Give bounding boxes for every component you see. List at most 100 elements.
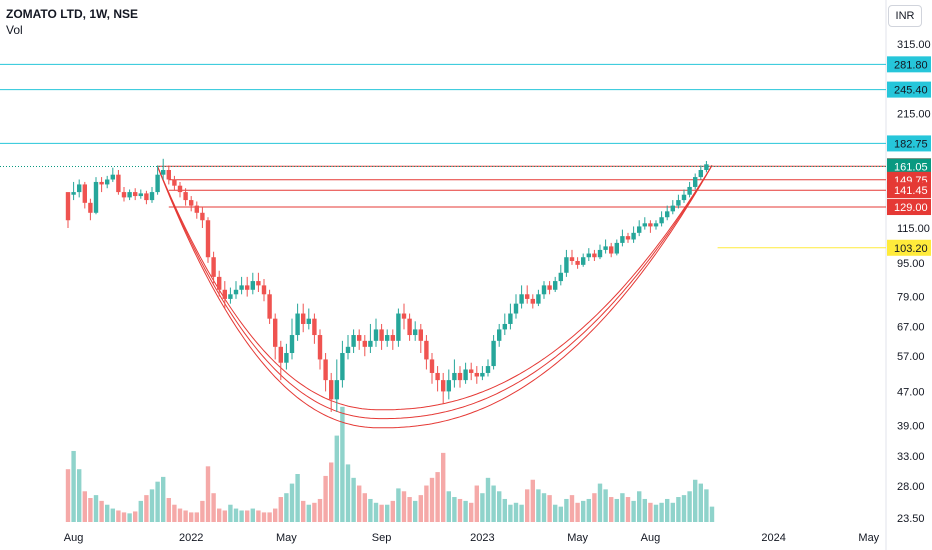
volume-bar [474, 485, 479, 522]
volume-bar [155, 481, 160, 522]
y-tick-label: 57.00 [897, 351, 925, 363]
candle-body [306, 318, 311, 324]
volume-bar [183, 510, 188, 522]
volume-bar [536, 489, 541, 522]
candle-body [278, 346, 283, 363]
candle-body [116, 174, 121, 193]
volume-bar [373, 502, 379, 522]
level-label-bg [887, 81, 931, 98]
candle-body [564, 257, 569, 273]
level-label-bg [887, 56, 931, 73]
candle-body [110, 174, 115, 180]
candle-body [273, 318, 278, 347]
candle-body [317, 335, 323, 360]
y-tick-label: 215.00 [897, 109, 931, 121]
y-tick-label: 23.50 [897, 513, 925, 525]
volume-bar [637, 491, 642, 522]
volume-bar [99, 500, 104, 522]
volume-bar [138, 500, 143, 522]
volume-bar [463, 500, 468, 522]
currency-button[interactable]: INR [888, 5, 922, 27]
candle-body [121, 192, 127, 198]
volume-bar [502, 498, 507, 522]
candle-body [284, 353, 289, 363]
volume-bar [194, 512, 199, 522]
candle-body [250, 281, 255, 290]
candle-body [642, 223, 647, 227]
candle-body [228, 294, 233, 299]
y-tick-label: 28.00 [897, 481, 925, 493]
candle-body [659, 217, 664, 224]
volume-bar [648, 502, 653, 522]
candle-body [99, 181, 104, 185]
volume-bar [329, 462, 334, 522]
volume-bar [441, 452, 446, 522]
candle-body [681, 194, 687, 201]
volume-label[interactable]: Vol [6, 23, 23, 37]
candle-body [172, 179, 177, 186]
volume-bar [508, 504, 513, 522]
candle-body [418, 329, 423, 341]
candle-body [665, 211, 670, 218]
candle-body [211, 257, 216, 277]
volume-bar [396, 488, 401, 522]
candle-body [553, 281, 558, 290]
level-label: 129.00 [894, 202, 928, 214]
y-tick-label: 315.00 [897, 39, 931, 51]
candle-body [233, 289, 239, 295]
candle-body [592, 253, 597, 258]
candle-body [205, 220, 211, 258]
volume-bar [530, 479, 535, 522]
candle-body [469, 369, 474, 373]
candle-body [301, 313, 306, 324]
volume-bar [581, 500, 586, 522]
volume-bar [379, 504, 384, 522]
symbol-title[interactable]: ZOMATO LTD, 1W, NSE [6, 7, 138, 21]
volume-bar [491, 485, 496, 522]
candle-body [267, 294, 272, 319]
volume-bar [261, 512, 267, 522]
x-tick-label: May [858, 532, 879, 544]
candle-body [77, 184, 82, 193]
candle-body [295, 313, 300, 336]
candle-body [463, 369, 468, 381]
volume-bar [609, 497, 614, 522]
volume-bar [105, 504, 110, 522]
x-tick-label: Sep [372, 532, 392, 544]
candle-body [373, 329, 379, 341]
volume-bar [620, 493, 625, 522]
volume-bar [133, 511, 138, 522]
candle-body [547, 285, 552, 290]
candle-body [625, 236, 631, 240]
x-tick-label: 2024 [761, 532, 785, 544]
volume-bar [340, 406, 345, 522]
volume-bar [116, 510, 121, 522]
volume-bar [317, 498, 323, 522]
y-tick-label: 67.00 [897, 322, 925, 334]
candle-body [144, 193, 149, 201]
volume-bar [625, 497, 631, 522]
volume-bar [295, 474, 300, 522]
volume-bar [267, 512, 272, 522]
volume-bar [189, 512, 194, 522]
volume-bar [289, 483, 295, 522]
volume-bar [564, 498, 569, 522]
volume-bar [93, 495, 99, 522]
candle-body [88, 202, 93, 213]
candle-body [558, 272, 563, 282]
candle-body [429, 359, 435, 373]
volume-bar [586, 498, 591, 522]
volume-bar [166, 498, 171, 522]
candle-body [653, 223, 659, 227]
candle-body [620, 236, 625, 243]
volume-bar [351, 477, 356, 522]
candle-body [261, 285, 267, 295]
volume-bar [121, 512, 127, 522]
candle-body [424, 340, 429, 360]
volume-bar [670, 502, 675, 522]
volume-bar [368, 498, 373, 522]
volume-bar [452, 497, 457, 522]
candle-body [452, 372, 457, 381]
candle-body [340, 353, 345, 381]
